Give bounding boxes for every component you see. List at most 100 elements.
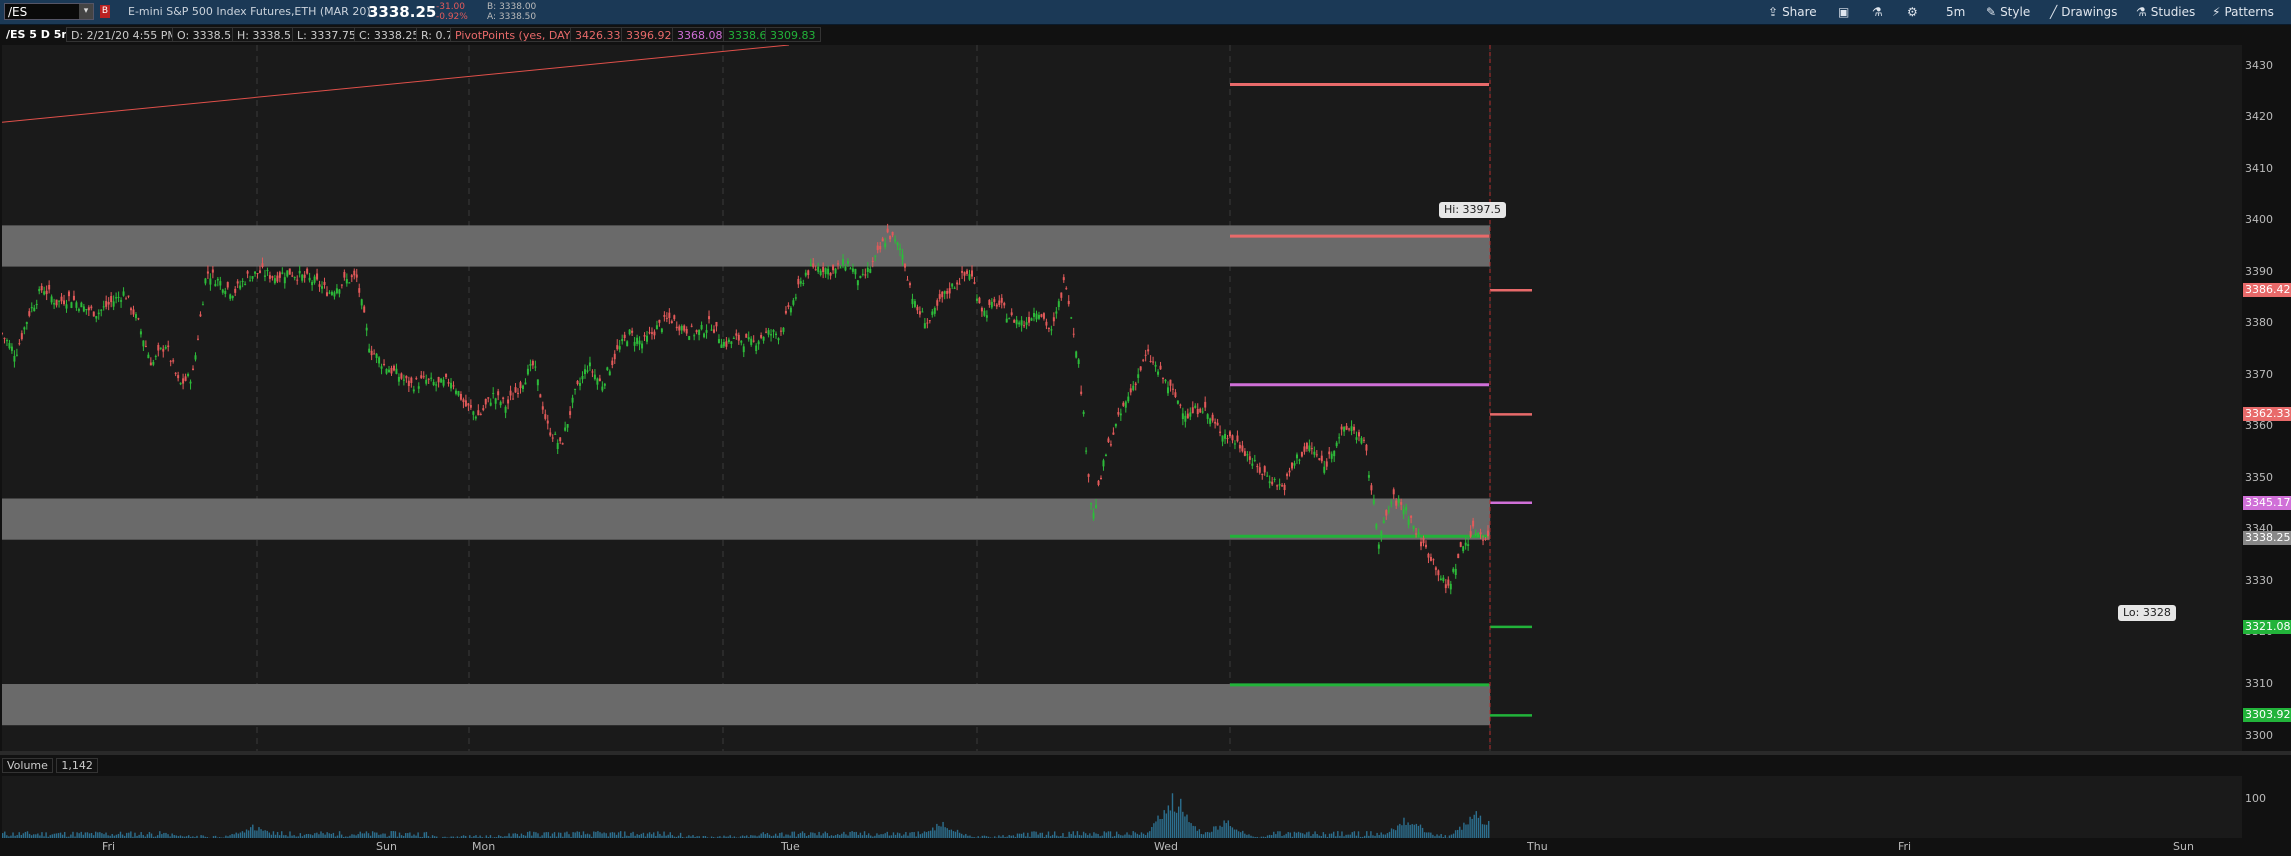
symbol-flag-icon[interactable]: B [100,5,110,18]
volume-bar [1254,837,1256,838]
candle-body [517,392,520,394]
volume-chart-area[interactable] [2,776,2242,838]
candle-body [467,403,470,406]
candle-body [1033,312,1036,317]
volume-bar [832,835,835,838]
candle-body [1224,433,1227,439]
volume-bar [475,835,477,838]
symbol-dropdown-icon[interactable]: ▾ [79,4,93,19]
candle-body [492,393,495,395]
volume-bar [663,831,665,838]
volume-bar [1279,831,1281,838]
candle-body [345,279,348,284]
volume-bar [188,835,190,838]
candle-body [757,341,760,345]
candle-body [1482,539,1485,541]
timeframe-button[interactable]: 5m [1946,4,1965,21]
candle-body [1323,466,1326,473]
volume-bar [247,830,250,838]
volume-bar [1349,834,1351,838]
patterns-button[interactable]: ⚡ Patterns [2212,4,2274,21]
volume-bar [1330,833,1333,838]
candle-body [368,348,371,353]
volume-bar [630,832,632,838]
drawings-button[interactable]: ╱ Drawings [2050,4,2117,21]
volume-bar [320,831,322,838]
volume-bar [733,836,736,838]
candle-body [544,414,547,419]
panel-separator[interactable] [0,751,2291,755]
volume-bar [136,835,138,838]
candle-body [1315,454,1318,456]
volume-bar [797,834,800,838]
volume-bar [272,831,275,838]
volume-bar [376,832,378,838]
candle-body [978,297,981,304]
volume-bar [944,827,946,838]
candle-body [668,312,671,319]
candle-body [812,263,815,267]
volume-bar [1246,834,1248,838]
style-label: Style [2000,5,2031,19]
date-label: Wed [1154,840,1178,853]
candle-body [1166,387,1169,394]
candle-body [107,301,110,305]
candle-body [1020,320,1023,326]
volume-bar [415,835,417,838]
candle-body [479,413,482,415]
volume-label[interactable]: Volume [2,758,53,773]
volume-bar [965,833,967,838]
volume-bar [950,829,953,838]
candle-body [1040,314,1043,317]
candle-body [608,371,611,376]
candle-body [53,303,56,305]
study-label[interactable]: PivotPoints (yes, DAY) [450,27,580,42]
candle-body [293,276,296,278]
volume-bar [444,836,446,838]
candle-body [1278,484,1281,486]
share-button[interactable]: ⇪ Share [1768,4,1817,21]
candle-body [1412,525,1415,529]
candle-body [298,270,301,274]
snapshot-button[interactable]: ▣ [1838,4,1853,21]
candle-body [822,266,825,273]
candle-body [832,265,835,271]
studies-button[interactable]: ⚗ Studies [2136,4,2195,21]
flask-button[interactable]: ⚗ [1872,4,1887,21]
volume-bar [803,833,806,838]
volume-bar [677,835,680,838]
settings-button[interactable]: ⚙ [1907,4,1922,21]
candle-body [435,384,438,386]
candle-body [1052,317,1055,322]
candle-body [596,378,599,385]
volume-bar [1074,835,1077,838]
candle-body [695,330,698,333]
aggregation-label[interactable]: /ES 5 D 5m [6,28,73,41]
volume-bar [1299,832,1302,838]
candle-body [117,296,120,298]
volume-bar [1316,834,1318,838]
candle-body [462,399,465,403]
volume-bar [121,834,124,838]
volume-bar [33,834,35,838]
volume-bar [615,834,618,838]
volume-bar [516,833,519,838]
style-button[interactable]: ✎ Style [1986,4,2030,21]
candle-body [1174,392,1177,397]
candle-body [1300,452,1303,457]
volume-bar [150,833,153,838]
low-value: L: 3337.75 [292,27,361,42]
candle-body [1042,313,1045,319]
price-chart-area[interactable] [2,45,2242,751]
candle-body [1305,442,1308,449]
volume-bar [1144,835,1147,838]
volume-bar [1165,813,1167,838]
candle-body [1171,388,1174,390]
volume-bar [173,835,175,838]
candle-body [316,273,319,280]
volume-bar [752,835,754,838]
date-axis[interactable] [0,838,2291,856]
volume-bar [812,832,814,838]
volume-bar [1192,825,1194,838]
symbol-input[interactable]: /ES [4,3,94,20]
